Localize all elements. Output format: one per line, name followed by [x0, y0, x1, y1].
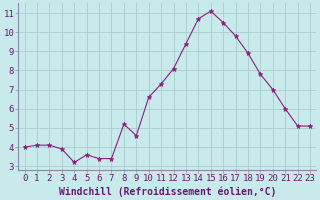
X-axis label: Windchill (Refroidissement éolien,°C): Windchill (Refroidissement éolien,°C)	[59, 186, 276, 197]
